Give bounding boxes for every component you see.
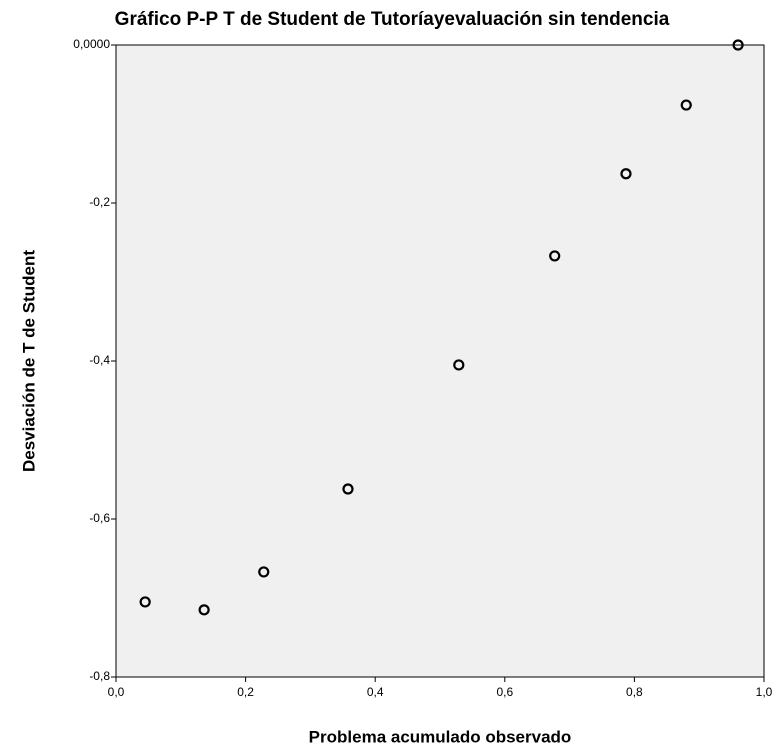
- y-axis-label: Desviación de T de Student: [19, 250, 38, 472]
- point: [139, 596, 151, 608]
- point: [549, 250, 561, 262]
- x-tick-label: 0,6: [496, 685, 513, 699]
- x-tick-label: 0,4: [367, 685, 384, 699]
- x-tick-label: 0,2: [237, 685, 254, 699]
- point: [620, 168, 632, 180]
- point: [198, 604, 210, 616]
- chart-title: Gráfico P-P T de Student de Tutoríayeval…: [115, 9, 670, 30]
- x-axis-label: Problema acumulado observado: [309, 727, 572, 746]
- y-tick-label: 0,0000: [73, 37, 110, 51]
- y-tick-label: -0,6: [89, 511, 110, 525]
- point: [258, 566, 270, 578]
- plot-area: [115, 44, 765, 678]
- x-tick-label: 0,0: [108, 685, 125, 699]
- x-tick-label: 0,8: [626, 685, 643, 699]
- point: [453, 359, 465, 371]
- y-tick-label: -0,4: [89, 353, 110, 367]
- point: [342, 483, 354, 495]
- point: [680, 99, 692, 111]
- y-tick-label: -0,8: [89, 669, 110, 683]
- point: [732, 39, 744, 51]
- x-tick-label: 1,0: [756, 685, 773, 699]
- y-tick-label: -0,2: [89, 195, 110, 209]
